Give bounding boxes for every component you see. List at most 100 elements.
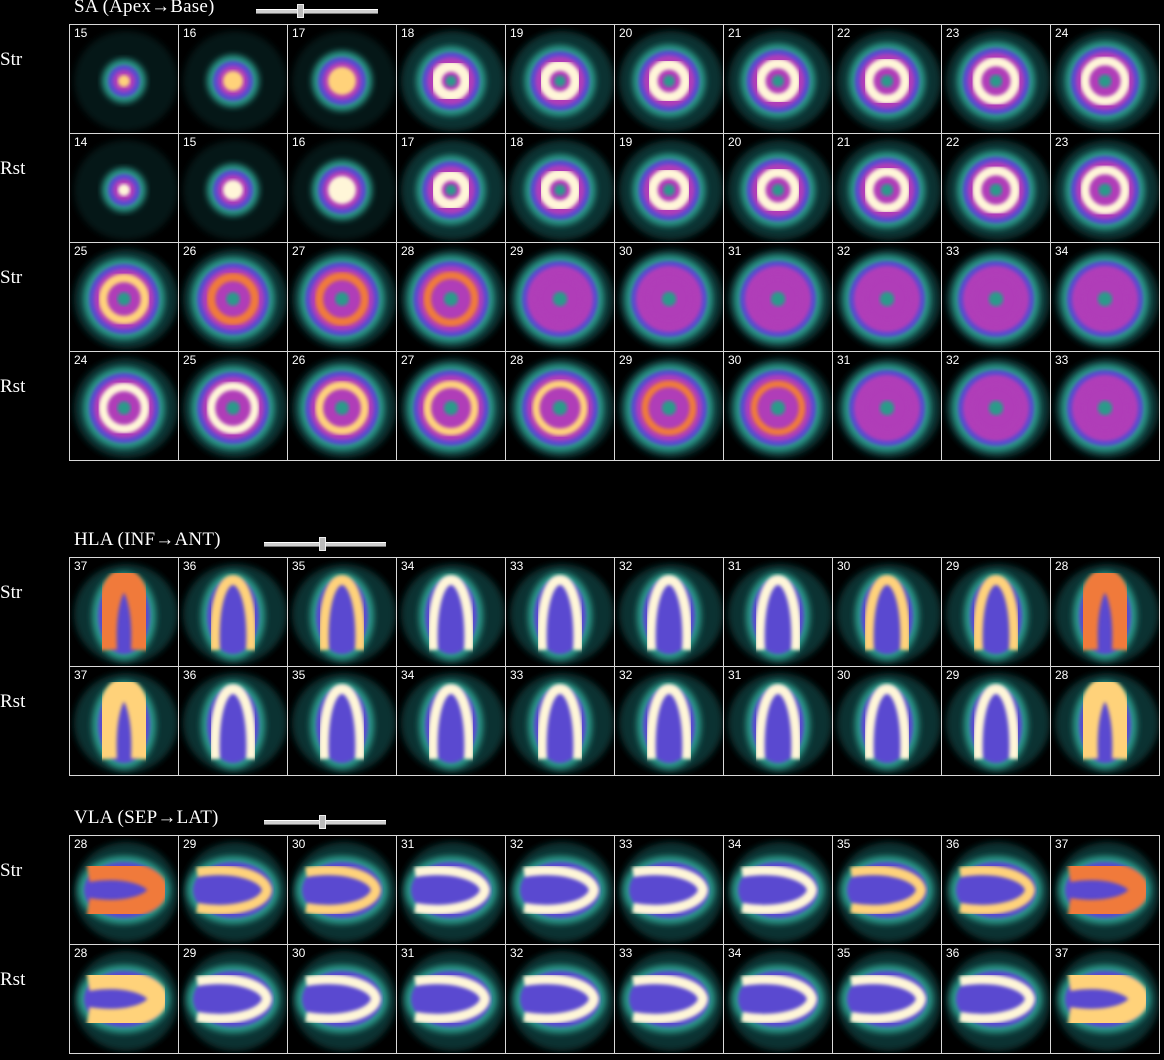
- perfusion-image: [946, 249, 1050, 349]
- sa-slice-panel[interactable]: 26: [178, 242, 288, 352]
- sa-slice-panel[interactable]: 20: [723, 133, 833, 243]
- vla-slice-panel[interactable]: 29: [178, 835, 288, 945]
- sa-slice-panel[interactable]: 19: [614, 133, 724, 243]
- hla-slice-panel[interactable]: 30: [832, 666, 942, 776]
- sa-slice-panel[interactable]: 26: [287, 351, 397, 461]
- perfusion-image: [728, 249, 832, 349]
- sa-slice-panel[interactable]: 17: [287, 24, 397, 134]
- vla-slice-panel[interactable]: 34: [723, 835, 833, 945]
- hla-slice-panel[interactable]: 37: [69, 666, 179, 776]
- sa-slice-panel[interactable]: 30: [723, 351, 833, 461]
- vla-slice-panel[interactable]: 29: [178, 944, 288, 1054]
- sa-slice-panel[interactable]: 32: [941, 351, 1051, 461]
- hla-slice-panel[interactable]: 34: [396, 557, 506, 667]
- slice-number: 35: [837, 946, 851, 960]
- sa-slice-panel[interactable]: 18: [505, 133, 615, 243]
- sa-slice-panel[interactable]: 25: [69, 242, 179, 352]
- perfusion-image: [183, 673, 287, 773]
- sa-slice-panel[interactable]: 21: [723, 24, 833, 134]
- sa-slice-panel[interactable]: 20: [614, 24, 724, 134]
- sa-slice-panel[interactable]: 22: [832, 24, 942, 134]
- sa-slice-panel[interactable]: 21: [832, 133, 942, 243]
- hla-slice-panel[interactable]: 32: [614, 666, 724, 776]
- perfusion-image: [292, 140, 396, 240]
- sa-slice-panel[interactable]: 30: [614, 242, 724, 352]
- sa-slice-panel[interactable]: 23: [941, 24, 1051, 134]
- sa-slice-panel[interactable]: 33: [941, 242, 1051, 352]
- vla-slice-panel[interactable]: 35: [832, 835, 942, 945]
- vla-slice-panel[interactable]: 28: [69, 944, 179, 1054]
- sa-slice-panel[interactable]: 24: [69, 351, 179, 461]
- sa-slice-panel[interactable]: 29: [614, 351, 724, 461]
- hla-slice-panel[interactable]: 31: [723, 666, 833, 776]
- hla-slice-panel[interactable]: 37: [69, 557, 179, 667]
- vla-slice-panel[interactable]: 28: [69, 835, 179, 945]
- vla-slice-panel[interactable]: 31: [396, 835, 506, 945]
- slice-number: 32: [619, 559, 633, 573]
- sa-slice-panel[interactable]: 18: [396, 24, 506, 134]
- hla-slice-panel[interactable]: 30: [832, 557, 942, 667]
- sa-slice-panel[interactable]: 27: [396, 351, 506, 461]
- sa-slice-panel[interactable]: 31: [832, 351, 942, 461]
- sa-slice-panel[interactable]: 24: [1050, 24, 1160, 134]
- vla-slice-panel[interactable]: 32: [505, 944, 615, 1054]
- sa-slice-panel[interactable]: 25: [178, 351, 288, 461]
- sa-slice-panel[interactable]: 27: [287, 242, 397, 352]
- perfusion-image: [946, 951, 1050, 1051]
- sa-slice-panel[interactable]: 19: [505, 24, 615, 134]
- hla-slice-panel[interactable]: 33: [505, 666, 615, 776]
- sa-slice-panel[interactable]: 16: [178, 24, 288, 134]
- hla-slice-panel[interactable]: 36: [178, 666, 288, 776]
- perfusion-image: [292, 564, 396, 664]
- vla-slice-panel[interactable]: 37: [1050, 944, 1160, 1054]
- slice-number: 14: [74, 135, 88, 149]
- perfusion-image: [946, 140, 1050, 240]
- vla-slice-slider[interactable]: [264, 815, 386, 829]
- vla-slice-panel[interactable]: 33: [614, 944, 724, 1054]
- hla-slice-panel[interactable]: 33: [505, 557, 615, 667]
- vla-slice-panel[interactable]: 36: [941, 835, 1051, 945]
- vla-slice-panel[interactable]: 31: [396, 944, 506, 1054]
- sa-slice-panel[interactable]: 29: [505, 242, 615, 352]
- sa-slice-panel[interactable]: 31: [723, 242, 833, 352]
- hla-slice-panel[interactable]: 29: [941, 666, 1051, 776]
- hla-slice-panel[interactable]: 28: [1050, 557, 1160, 667]
- sa-slice-panel[interactable]: 17: [396, 133, 506, 243]
- sa-slice-panel[interactable]: 22: [941, 133, 1051, 243]
- sa-slice-panel[interactable]: 16: [287, 133, 397, 243]
- perfusion-image: [292, 31, 396, 131]
- sa-slice-panel[interactable]: 34: [1050, 242, 1160, 352]
- sa-slice-panel[interactable]: 32: [832, 242, 942, 352]
- hla-slice-panel[interactable]: 35: [287, 557, 397, 667]
- hla-slice-panel[interactable]: 31: [723, 557, 833, 667]
- sa-slice-panel[interactable]: 14: [69, 133, 179, 243]
- sa-slice-panel[interactable]: 28: [505, 351, 615, 461]
- slider-thumb[interactable]: [319, 815, 326, 829]
- slider-thumb[interactable]: [319, 537, 326, 551]
- vla-slice-panel[interactable]: 32: [505, 835, 615, 945]
- sa-slice-panel[interactable]: 33: [1050, 351, 1160, 461]
- hla-slice-panel[interactable]: 28: [1050, 666, 1160, 776]
- vla-slice-panel[interactable]: 35: [832, 944, 942, 1054]
- slice-number: 30: [837, 668, 851, 682]
- vla-slice-panel[interactable]: 36: [941, 944, 1051, 1054]
- sa-slice-panel[interactable]: 28: [396, 242, 506, 352]
- hla-slice-panel[interactable]: 35: [287, 666, 397, 776]
- sa-slice-slider[interactable]: [256, 4, 378, 18]
- hla-slice-slider[interactable]: [264, 537, 386, 551]
- vla-slice-panel[interactable]: 34: [723, 944, 833, 1054]
- vla-slice-panel[interactable]: 30: [287, 944, 397, 1054]
- sa-slice-panel[interactable]: 15: [69, 24, 179, 134]
- hla-slice-panel[interactable]: 36: [178, 557, 288, 667]
- hla-slice-panel[interactable]: 34: [396, 666, 506, 776]
- vla-slice-panel[interactable]: 33: [614, 835, 724, 945]
- vla-slice-panel[interactable]: 30: [287, 835, 397, 945]
- sa-slice-panel[interactable]: 15: [178, 133, 288, 243]
- sa-slice-panel[interactable]: 23: [1050, 133, 1160, 243]
- perfusion-image: [292, 673, 396, 773]
- slice-number: 18: [401, 26, 415, 40]
- hla-slice-panel[interactable]: 32: [614, 557, 724, 667]
- slider-thumb[interactable]: [297, 4, 304, 18]
- vla-slice-panel[interactable]: 37: [1050, 835, 1160, 945]
- hla-slice-panel[interactable]: 29: [941, 557, 1051, 667]
